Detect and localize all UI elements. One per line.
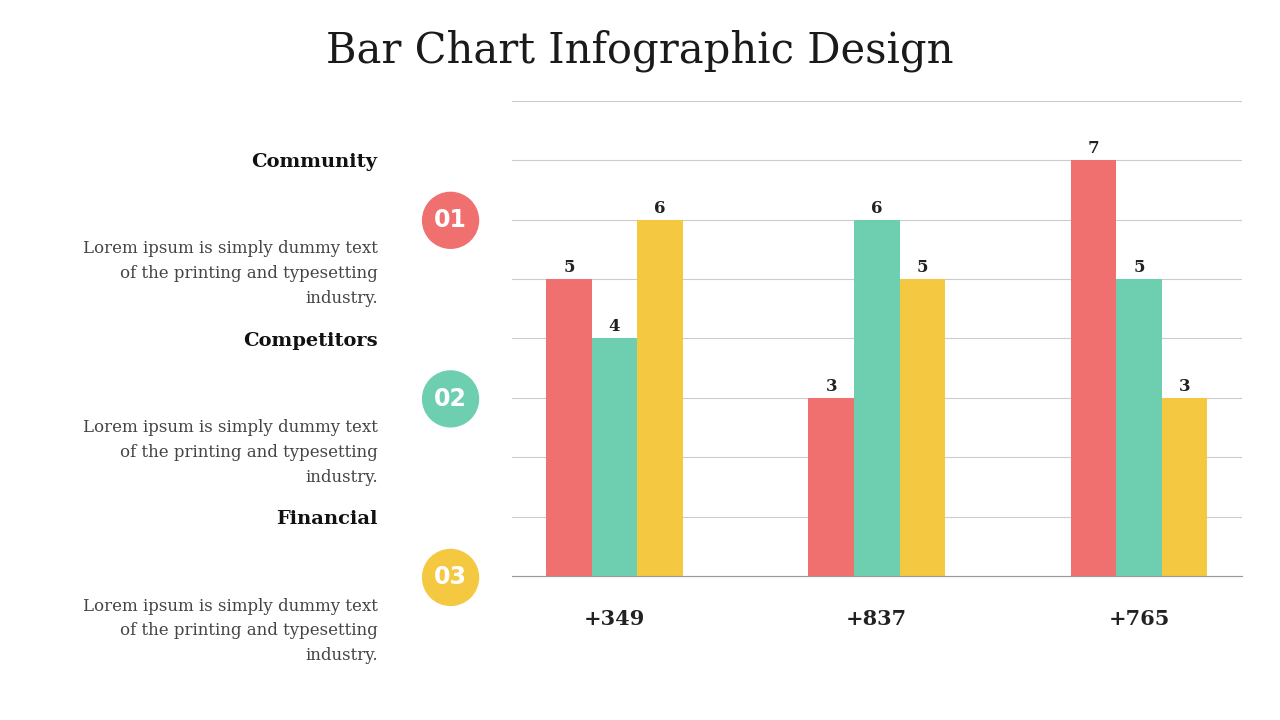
Text: 4: 4 xyxy=(609,318,621,336)
Text: 5: 5 xyxy=(1133,259,1144,276)
Ellipse shape xyxy=(422,549,479,606)
Bar xyxy=(900,279,945,576)
Ellipse shape xyxy=(422,371,479,427)
Text: Lorem ipsum is simply dummy text
of the printing and typesetting
industry.: Lorem ipsum is simply dummy text of the … xyxy=(83,240,378,307)
Text: 3: 3 xyxy=(1179,378,1190,395)
Text: Community: Community xyxy=(252,153,378,171)
Bar xyxy=(1116,279,1162,576)
Bar xyxy=(1070,160,1116,576)
Text: 01: 01 xyxy=(434,208,467,233)
Bar xyxy=(854,220,900,576)
Text: 6: 6 xyxy=(654,199,666,217)
Text: 02: 02 xyxy=(434,387,467,411)
Text: Financial: Financial xyxy=(276,510,378,528)
Bar xyxy=(591,338,637,576)
Text: Lorem ipsum is simply dummy text
of the printing and typesetting
industry.: Lorem ipsum is simply dummy text of the … xyxy=(83,419,378,485)
Ellipse shape xyxy=(422,192,479,248)
Bar xyxy=(637,220,684,576)
Text: Bar Chart Infographic Design: Bar Chart Infographic Design xyxy=(326,29,954,72)
Text: 3: 3 xyxy=(826,378,837,395)
Text: 5: 5 xyxy=(916,259,928,276)
Text: +765: +765 xyxy=(1108,609,1170,629)
Text: +837: +837 xyxy=(846,609,908,629)
Text: Competitors: Competitors xyxy=(243,332,378,350)
Text: Lorem ipsum is simply dummy text
of the printing and typesetting
industry.: Lorem ipsum is simply dummy text of the … xyxy=(83,598,378,664)
Text: +349: +349 xyxy=(584,609,645,629)
Bar xyxy=(547,279,591,576)
Bar xyxy=(1162,397,1207,576)
Text: 7: 7 xyxy=(1088,140,1100,157)
Text: 6: 6 xyxy=(872,199,882,217)
Text: 03: 03 xyxy=(434,565,467,590)
Bar xyxy=(809,397,854,576)
Text: 5: 5 xyxy=(563,259,575,276)
